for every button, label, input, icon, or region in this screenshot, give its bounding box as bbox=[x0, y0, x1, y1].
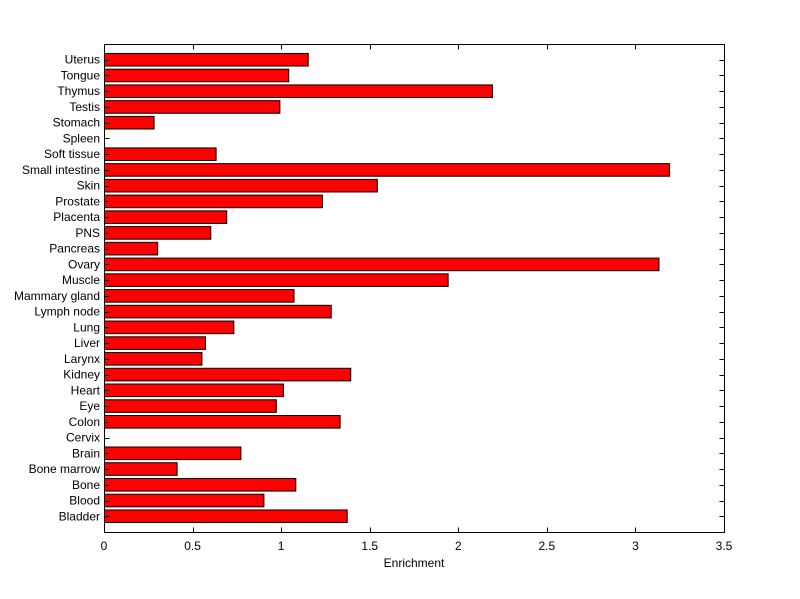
y-tick-marks bbox=[104, 60, 725, 517]
y-tick-label: Spleen bbox=[63, 131, 100, 145]
y-tick-label: Blood bbox=[69, 494, 100, 508]
y-tick-label: Pancreas bbox=[49, 242, 100, 256]
bar-prostate bbox=[104, 194, 323, 209]
y-tick-label: Lung bbox=[73, 320, 100, 334]
y-tick-label: Skin bbox=[77, 179, 100, 193]
x-tick-label: 2.5 bbox=[539, 539, 556, 553]
bar-blood bbox=[104, 493, 265, 508]
x-tick-label: 1.5 bbox=[361, 539, 378, 553]
x-tick-label: 3 bbox=[632, 539, 639, 553]
bar-brain bbox=[104, 446, 242, 461]
y-tick-label: Brain bbox=[72, 446, 100, 460]
bar-skin bbox=[104, 178, 378, 193]
bar-lymph-node bbox=[104, 304, 332, 319]
bar-kidney bbox=[104, 367, 352, 382]
y-tick-label: Stomach bbox=[53, 116, 100, 130]
plot-area-frame bbox=[104, 44, 725, 533]
bar-bladder bbox=[104, 509, 348, 524]
y-tick-label: Ovary bbox=[68, 257, 100, 271]
bar-bone bbox=[104, 477, 297, 492]
x-tick-label: 0.5 bbox=[184, 539, 201, 553]
bar-pancreas bbox=[104, 241, 159, 256]
bar-muscle bbox=[104, 273, 449, 287]
x-tick-label: 3.5 bbox=[716, 539, 733, 553]
y-tick-label: Lymph node bbox=[34, 305, 100, 319]
y-tick-label: Kidney bbox=[63, 368, 100, 382]
y-tick-label: Colon bbox=[69, 415, 100, 429]
y-tick-label: Uterus bbox=[65, 53, 100, 67]
y-tick-label: PNS bbox=[75, 226, 100, 240]
bar-small-intestine bbox=[104, 163, 671, 177]
y-tick-label: Prostate bbox=[55, 194, 100, 208]
bar-soft-tissue bbox=[104, 147, 217, 161]
x-tick-label: 2 bbox=[455, 539, 462, 553]
y-tick-label: Thymus bbox=[57, 84, 100, 98]
y-tick-label: Cervix bbox=[66, 431, 100, 445]
y-tick-label: Heart bbox=[71, 383, 101, 397]
bar-uterus bbox=[104, 52, 309, 67]
x-tick-labels: 0 0.5 1 1.5 2 2.5 3 3.5 bbox=[101, 539, 733, 553]
bar-tongue bbox=[104, 68, 290, 83]
y-tick-label: Testis bbox=[69, 100, 100, 114]
y-tick-label: Soft tissue bbox=[44, 147, 100, 161]
y-tick-label: Liver bbox=[74, 336, 100, 350]
bar-lung bbox=[104, 320, 235, 335]
bar-ovary bbox=[104, 257, 660, 272]
y-tick-label: Bone marrow bbox=[29, 462, 101, 476]
y-tick-label: Placenta bbox=[53, 210, 100, 224]
bar-heart bbox=[104, 383, 284, 398]
bar-mammary-gland bbox=[104, 289, 295, 303]
y-tick-label: Bone bbox=[72, 478, 100, 492]
x-tick-label: 0 bbox=[101, 539, 108, 553]
y-tick-label: Mammary gland bbox=[14, 289, 100, 303]
x-axis-title: Enrichment bbox=[384, 556, 445, 570]
bar-colon bbox=[104, 415, 341, 429]
y-tick-label: Small intestine bbox=[22, 163, 100, 177]
bar-larynx bbox=[104, 352, 203, 366]
y-tick-label: Eye bbox=[79, 399, 100, 413]
x-tick-label: 1 bbox=[278, 539, 285, 553]
bar-liver bbox=[104, 336, 206, 350]
y-tick-label: Tongue bbox=[61, 68, 101, 82]
y-tick-label: Muscle bbox=[62, 273, 100, 287]
bar-thymus bbox=[104, 84, 493, 99]
bar-bone-marrow bbox=[104, 462, 178, 476]
y-tick-label: Bladder bbox=[59, 509, 100, 523]
bar-testis bbox=[104, 100, 281, 114]
bar-pns bbox=[104, 226, 212, 240]
bar-placenta bbox=[104, 210, 228, 224]
bar-eye bbox=[104, 399, 277, 413]
y-tick-label: Larynx bbox=[64, 352, 100, 366]
bar-stomach bbox=[104, 115, 155, 130]
bar-series bbox=[104, 52, 671, 524]
